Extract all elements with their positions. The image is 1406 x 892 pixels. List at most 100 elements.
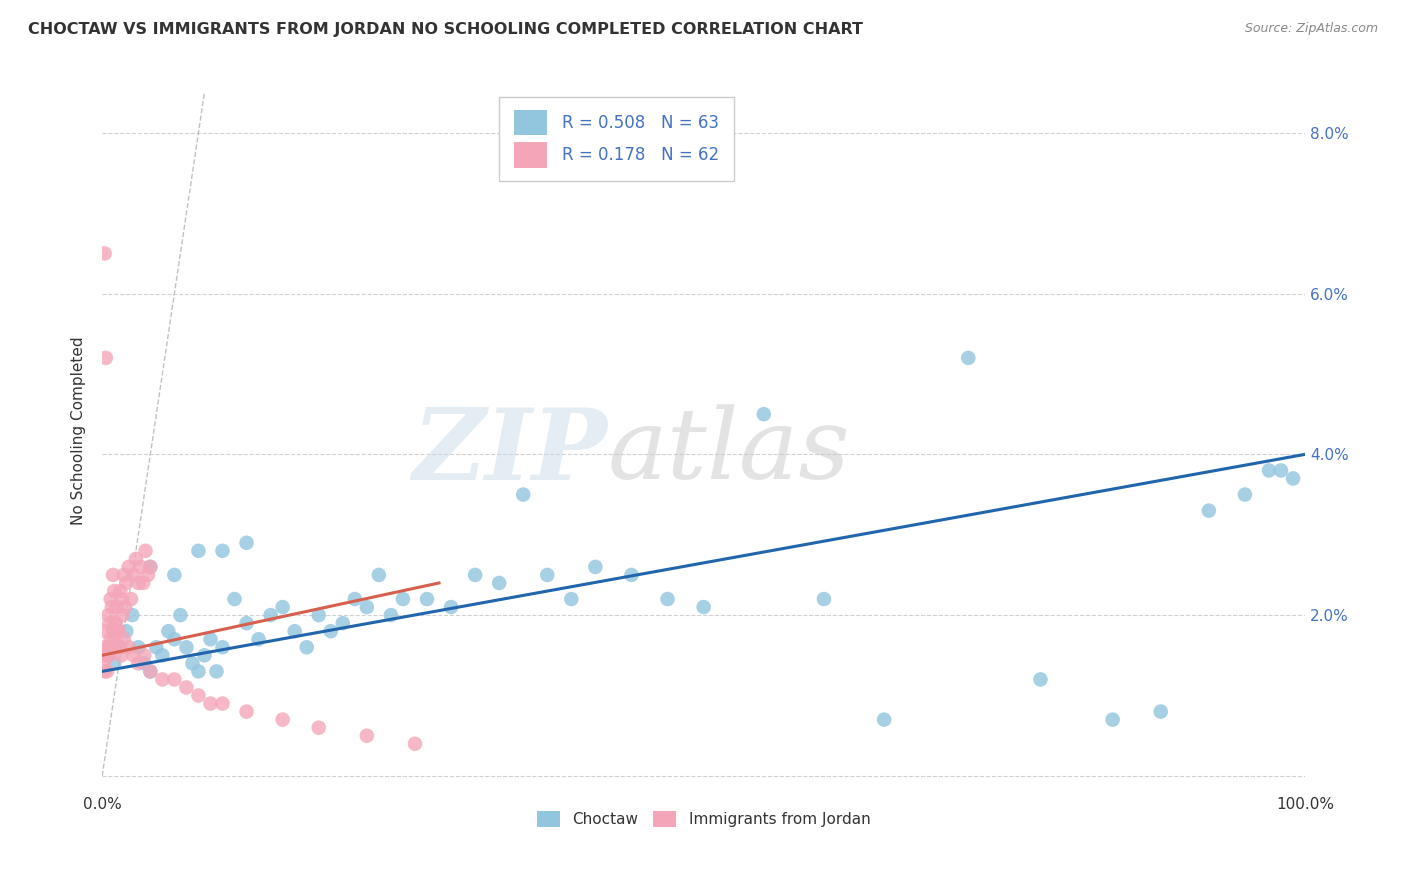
Point bbox=[512, 487, 534, 501]
Point bbox=[271, 600, 294, 615]
Point bbox=[134, 657, 156, 671]
Point bbox=[101, 624, 124, 639]
Point bbox=[115, 624, 138, 639]
Text: atlas: atlas bbox=[607, 404, 851, 500]
Point bbox=[101, 600, 124, 615]
Point bbox=[1198, 503, 1220, 517]
Point bbox=[957, 351, 980, 365]
FancyBboxPatch shape bbox=[513, 110, 547, 135]
Point bbox=[295, 640, 318, 655]
Point bbox=[332, 616, 354, 631]
Point bbox=[187, 665, 209, 679]
Point bbox=[94, 648, 117, 663]
Point bbox=[103, 632, 125, 647]
Text: CHOCTAW VS IMMIGRANTS FROM JORDAN NO SCHOOLING COMPLETED CORRELATION CHART: CHOCTAW VS IMMIGRANTS FROM JORDAN NO SCH… bbox=[28, 22, 863, 37]
Point bbox=[108, 640, 131, 655]
Point bbox=[94, 624, 117, 639]
Point bbox=[319, 624, 342, 639]
Point bbox=[620, 568, 643, 582]
Point bbox=[134, 544, 156, 558]
Point bbox=[488, 576, 510, 591]
Point bbox=[284, 624, 307, 639]
Point bbox=[1270, 463, 1292, 477]
Point bbox=[98, 648, 121, 663]
Point bbox=[121, 608, 143, 623]
Point bbox=[93, 665, 115, 679]
Point bbox=[235, 535, 257, 549]
Point bbox=[356, 600, 378, 615]
FancyBboxPatch shape bbox=[499, 97, 734, 181]
Text: Source: ZipAtlas.com: Source: ZipAtlas.com bbox=[1244, 22, 1378, 36]
Point bbox=[752, 407, 775, 421]
Point bbox=[110, 640, 132, 655]
Point bbox=[118, 640, 141, 655]
Point bbox=[1282, 471, 1305, 485]
Point bbox=[127, 640, 149, 655]
Point bbox=[97, 640, 120, 655]
Point bbox=[136, 568, 159, 582]
Point bbox=[112, 568, 135, 582]
Point bbox=[1150, 705, 1173, 719]
Point bbox=[356, 729, 378, 743]
Point bbox=[97, 608, 120, 623]
Point bbox=[115, 576, 138, 591]
Text: R = 0.178   N = 62: R = 0.178 N = 62 bbox=[562, 146, 718, 164]
Point bbox=[127, 576, 149, 591]
Text: R = 0.508   N = 63: R = 0.508 N = 63 bbox=[562, 114, 718, 132]
Point bbox=[163, 632, 186, 647]
Point bbox=[247, 632, 270, 647]
Point bbox=[308, 608, 330, 623]
Point bbox=[96, 648, 118, 663]
Point bbox=[107, 624, 129, 639]
Point bbox=[343, 592, 366, 607]
Point bbox=[200, 632, 222, 647]
Point bbox=[181, 657, 204, 671]
Point bbox=[150, 648, 173, 663]
Point bbox=[308, 721, 330, 735]
Point bbox=[1233, 487, 1256, 501]
FancyBboxPatch shape bbox=[513, 143, 547, 168]
Point bbox=[122, 648, 145, 663]
Point bbox=[211, 640, 233, 655]
Point bbox=[110, 648, 132, 663]
Point bbox=[440, 600, 463, 615]
Point bbox=[169, 608, 191, 623]
Point bbox=[129, 560, 152, 574]
Point bbox=[211, 544, 233, 558]
Point bbox=[110, 592, 132, 607]
Point bbox=[100, 632, 122, 647]
Point bbox=[103, 584, 125, 599]
Point bbox=[873, 713, 896, 727]
Point bbox=[560, 592, 582, 607]
Point bbox=[122, 568, 145, 582]
Point bbox=[93, 640, 115, 655]
Point bbox=[125, 552, 148, 566]
Point bbox=[105, 600, 128, 615]
Point bbox=[118, 560, 141, 574]
Point bbox=[120, 592, 142, 607]
Point bbox=[110, 584, 132, 599]
Point bbox=[108, 624, 131, 639]
Point bbox=[692, 600, 714, 615]
Point bbox=[139, 665, 162, 679]
Point bbox=[176, 640, 198, 655]
Point bbox=[100, 592, 122, 607]
Point bbox=[380, 608, 402, 623]
Point bbox=[211, 697, 233, 711]
Point bbox=[104, 616, 127, 631]
Point bbox=[139, 560, 162, 574]
Point bbox=[94, 351, 117, 365]
Point bbox=[367, 568, 389, 582]
Point bbox=[98, 616, 121, 631]
Point bbox=[583, 560, 606, 574]
Point bbox=[813, 592, 835, 607]
Point bbox=[416, 592, 439, 607]
Point bbox=[163, 673, 186, 687]
Point bbox=[139, 665, 162, 679]
Point bbox=[93, 246, 115, 260]
Point bbox=[1258, 463, 1281, 477]
Y-axis label: No Schooling Completed: No Schooling Completed bbox=[72, 336, 86, 524]
Point bbox=[150, 673, 173, 687]
Point bbox=[93, 657, 115, 671]
Point bbox=[200, 697, 222, 711]
